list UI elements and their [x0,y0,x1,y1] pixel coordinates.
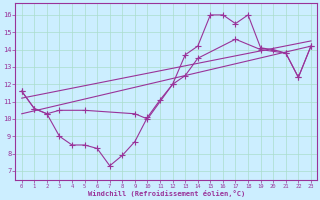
X-axis label: Windchill (Refroidissement éolien,°C): Windchill (Refroidissement éolien,°C) [88,190,245,197]
